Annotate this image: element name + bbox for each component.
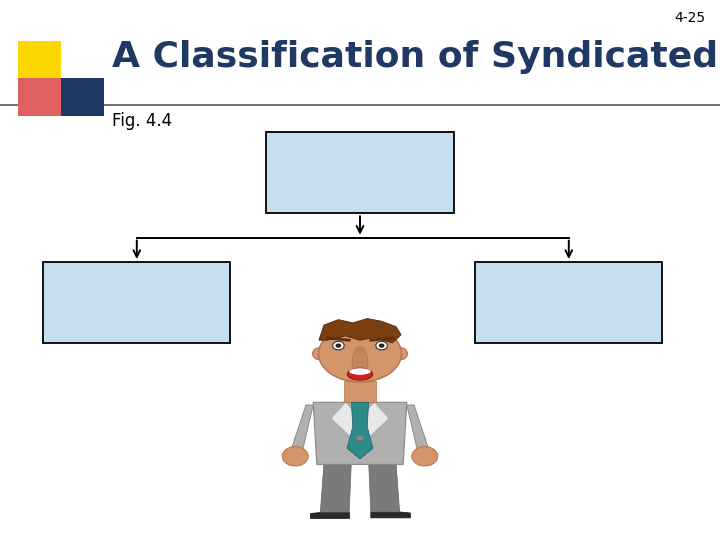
FancyBboxPatch shape	[18, 40, 61, 78]
Polygon shape	[331, 402, 360, 446]
Polygon shape	[369, 462, 400, 512]
Text: Unit of
Measurement: Unit of Measurement	[298, 153, 422, 192]
FancyBboxPatch shape	[43, 262, 230, 343]
FancyBboxPatch shape	[266, 132, 454, 213]
Text: Institutions: Institutions	[518, 293, 619, 312]
Ellipse shape	[312, 348, 325, 360]
Circle shape	[336, 343, 341, 348]
Text: Households/
Consumers: Households/ Consumers	[81, 283, 192, 322]
Text: A Classification of Syndicated Services: A Classification of Syndicated Services	[112, 40, 720, 73]
Ellipse shape	[319, 325, 402, 382]
FancyBboxPatch shape	[344, 381, 376, 402]
FancyBboxPatch shape	[475, 262, 662, 343]
Polygon shape	[360, 402, 389, 446]
FancyBboxPatch shape	[61, 78, 104, 116]
FancyBboxPatch shape	[18, 78, 61, 116]
Polygon shape	[407, 405, 428, 451]
Text: Fig. 4.4: Fig. 4.4	[112, 112, 172, 131]
Circle shape	[376, 341, 387, 350]
Ellipse shape	[395, 348, 408, 360]
Ellipse shape	[352, 347, 368, 377]
Polygon shape	[310, 512, 349, 518]
Polygon shape	[319, 319, 401, 343]
Circle shape	[379, 343, 384, 348]
Circle shape	[412, 447, 438, 466]
Polygon shape	[320, 462, 351, 512]
Ellipse shape	[347, 368, 373, 380]
Circle shape	[333, 341, 344, 350]
Polygon shape	[347, 402, 373, 459]
Polygon shape	[292, 405, 313, 451]
Circle shape	[356, 436, 364, 441]
Ellipse shape	[349, 368, 371, 375]
Polygon shape	[371, 512, 410, 518]
Circle shape	[282, 447, 308, 466]
Text: 4-25: 4-25	[675, 11, 706, 25]
Polygon shape	[313, 402, 407, 464]
